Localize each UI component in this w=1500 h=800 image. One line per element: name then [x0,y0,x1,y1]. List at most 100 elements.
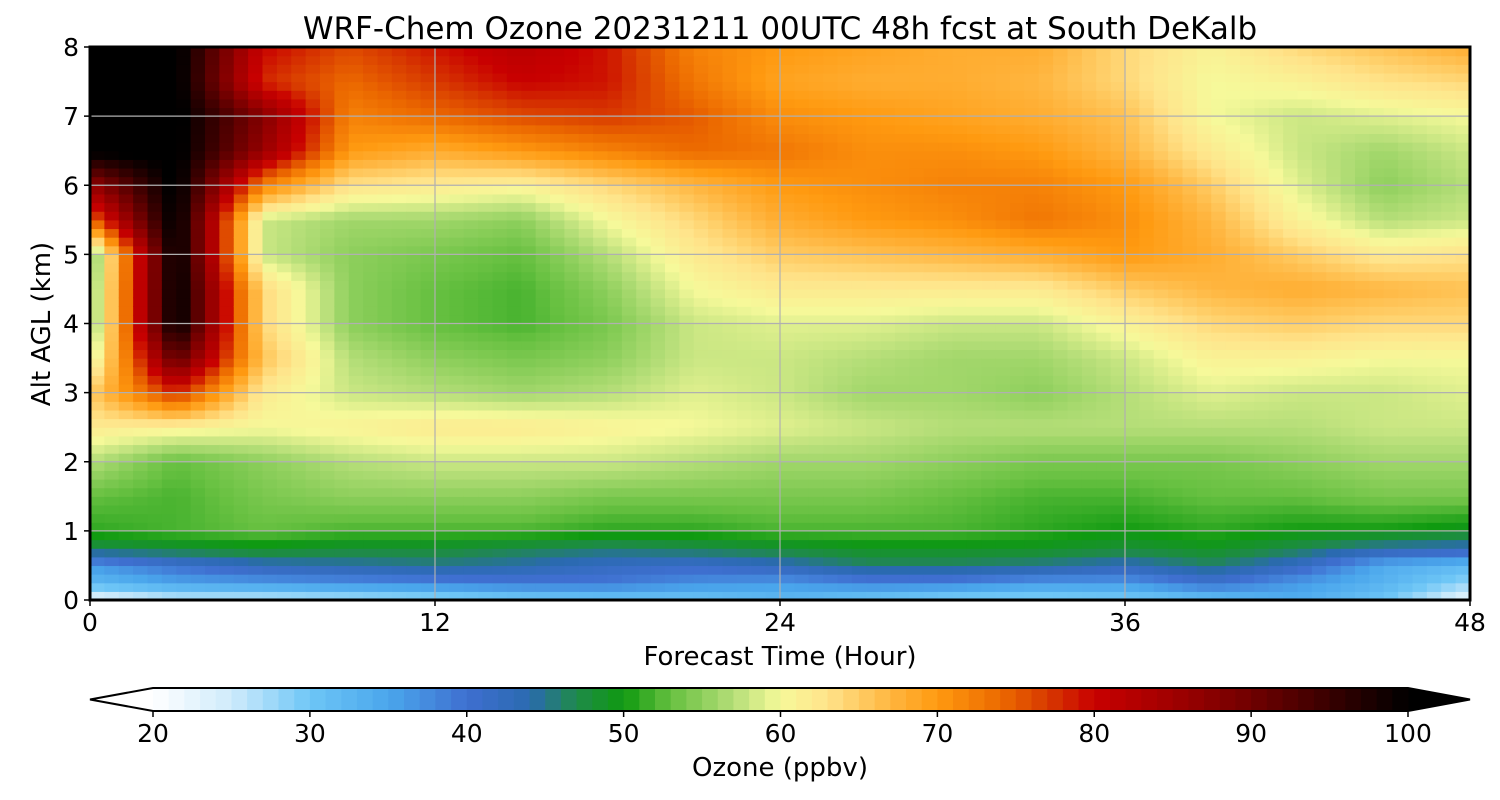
heatmap-cell [1010,133,1025,143]
heatmap-cell [995,81,1011,91]
heatmap-cell [823,124,839,135]
heatmap-cell [851,211,867,221]
heatmap-cell [1038,288,1054,299]
heatmap-cell [205,358,220,368]
heatmap-cell [981,548,997,558]
heatmap-cell [1182,427,1198,437]
heatmap-cell [276,479,292,489]
heatmap-cell [1081,228,1097,238]
heatmap-cell [1038,522,1054,532]
heatmap-cell [233,539,249,549]
heatmap-cell [1211,591,1227,600]
heatmap-cell [621,409,637,420]
heatmap-cell [1139,340,1155,351]
heatmap-cell [966,418,982,428]
heatmap-cell [1110,461,1126,471]
heatmap-cell [1024,219,1040,230]
heatmap-cell [1153,263,1169,273]
heatmap-cell [133,409,149,420]
heatmap-cell [176,340,192,351]
heatmap-cell [391,530,407,541]
heatmap-cell [1153,453,1169,463]
heatmap-cell [1053,574,1069,584]
heatmap-cell [1211,565,1227,575]
heatmap-cell [1038,280,1054,290]
heatmap-cell [909,358,925,368]
heatmap-cell [1110,202,1126,212]
heatmap-cell [233,366,249,376]
heatmap-cell [334,513,350,523]
heatmap-cell [966,383,982,394]
heatmap-cell [1067,202,1083,212]
heatmap-cell [866,470,882,480]
heatmap-cell [90,444,105,454]
heatmap-cell [765,530,781,541]
heatmap-cell [981,306,997,316]
heatmap-cell [693,496,709,506]
heatmap-cell [435,150,450,160]
heatmap-cell [1024,185,1040,195]
heatmap-cell [147,513,163,523]
heatmap-cell [866,237,882,247]
heatmap-cell [808,530,824,541]
heatmap-cell [406,470,422,480]
heatmap-cell [1081,548,1097,558]
heatmap-cell [334,418,350,428]
heatmap-cell [1168,150,1184,160]
heatmap-cell [621,340,637,351]
heatmap-cell [1024,358,1040,368]
heatmap-cell [118,107,134,117]
heatmap-cell [104,504,120,515]
heatmap-cell [794,314,810,325]
heatmap-cell [952,496,968,506]
heatmap-cell [708,306,724,316]
heatmap-cell [348,314,364,325]
heatmap-cell [118,142,134,152]
heatmap-cell [219,150,235,160]
heatmap-cell [780,116,795,126]
heatmap-cell [262,306,278,316]
heatmap-cell [851,306,867,316]
heatmap-cell [233,487,249,497]
heatmap-cell [420,479,436,489]
heatmap-cell [1081,401,1097,411]
heatmap-cell [751,314,767,325]
heatmap-cell [650,81,666,91]
heatmap-cell [550,219,565,230]
heatmap-cell [765,582,781,592]
heatmap-cell [621,470,637,480]
heatmap-cell [895,349,910,359]
heatmap-cell [205,107,220,117]
heatmap-cell [765,383,781,394]
heatmap-cell [363,193,379,204]
heatmap-cell [866,504,882,515]
heatmap-cell [636,582,652,592]
heatmap-cell [291,228,307,238]
heatmap-cell [765,245,781,255]
heatmap-cell [521,202,537,212]
heatmap-cell [377,116,393,126]
heatmap-cell [478,185,494,195]
heatmap-cell [147,263,163,273]
heatmap-cell [736,124,752,135]
heatmap-cell [607,409,623,420]
heatmap-cell [233,55,249,65]
heatmap-cell [823,271,839,281]
heatmap-cell [1153,487,1169,497]
heatmap-cell [492,306,508,316]
heatmap-cell [190,211,206,221]
heatmap-cell [751,193,767,204]
heatmap-cell [952,306,968,316]
heatmap-cell [133,591,149,600]
heatmap-cell [1024,392,1040,402]
heatmap-cell [1125,366,1140,376]
heatmap-cell [176,435,192,446]
heatmap-cell [176,116,192,126]
heatmap-cell [90,55,105,65]
heatmap-cell [1053,98,1069,109]
heatmap-cell [348,556,364,567]
heatmap-cell [176,461,192,471]
heatmap-cell [363,124,379,135]
heatmap-cell [420,297,436,307]
heatmap-cell [90,530,105,541]
